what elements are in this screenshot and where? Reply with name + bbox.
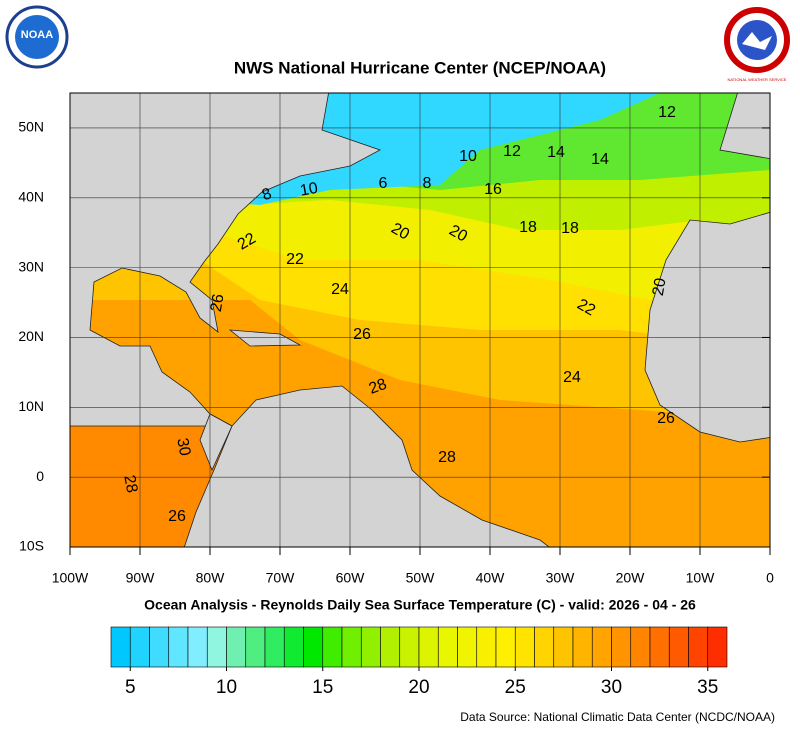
title: NWS National Hurricane Center (NCEP/NOAA… — [234, 58, 606, 77]
colorbar-cell — [514, 626, 535, 668]
contour-label: 8 — [423, 175, 432, 192]
colorbar-cell — [283, 626, 304, 668]
contour-label: 22 — [574, 296, 598, 320]
y-tick-label: 10N — [18, 398, 44, 414]
colorbar-cell — [226, 626, 247, 668]
colorbar-label: 35 — [697, 677, 718, 698]
contour-label: 14 — [591, 151, 609, 168]
colorbar-cell — [418, 626, 439, 668]
y-tick-label: 0 — [36, 468, 44, 484]
y-tick-label: 20N — [18, 328, 44, 344]
contour-label: 16 — [484, 181, 502, 198]
colorbar-cell — [110, 626, 131, 668]
colorbar-label: 25 — [505, 677, 526, 698]
colorbar: 5 10 15 20 25 30 35 — [110, 626, 728, 698]
colorbar-cell — [649, 626, 670, 668]
colorbar-cell — [591, 626, 612, 668]
colorbar-cell — [149, 626, 170, 668]
y-tick-label: 10S — [19, 538, 44, 554]
x-tick-label: 100W — [52, 570, 89, 586]
x-tick-label: 90W — [126, 570, 156, 586]
x-tick-label: 10W — [686, 570, 716, 586]
colorbar-cell — [206, 626, 227, 668]
colorbar-cell — [611, 626, 632, 668]
x-tick-label: 0 — [766, 570, 774, 586]
colorbar-label: 15 — [312, 677, 333, 698]
contour-label: 22 — [235, 230, 259, 254]
contour-label: 10 — [459, 148, 477, 165]
colorbar-cell — [129, 626, 150, 668]
x-tick-label: 40W — [476, 570, 506, 586]
colorbar-cell — [303, 626, 324, 668]
y-tick-label: 40N — [18, 188, 44, 204]
contour-label: 30 — [173, 437, 193, 458]
x-tick-label: 50W — [406, 570, 436, 586]
contour-label: 26 — [208, 293, 228, 314]
colorbar-cell — [360, 626, 381, 668]
colorbar-cell — [553, 626, 574, 668]
colorbar-cell — [668, 626, 689, 668]
contour-label: 14 — [547, 144, 565, 161]
contour-label: 20 — [388, 220, 412, 244]
noaa-logo: NOAA — [5, 5, 69, 69]
x-tick-label: 20W — [616, 570, 646, 586]
contour-label: 6 — [379, 175, 388, 192]
colorbar-cell — [168, 626, 189, 668]
colorbar-cell — [572, 626, 593, 668]
colorbar-cell — [264, 626, 285, 668]
colorbar-label: 30 — [601, 677, 622, 698]
colorbar-label: 20 — [408, 677, 429, 698]
contour-label: 26 — [353, 326, 371, 343]
colorbar-label: 10 — [216, 677, 237, 698]
colorbar-cell — [457, 626, 478, 668]
colorbar-label: 5 — [125, 677, 136, 698]
y-tick-label: 30N — [18, 258, 44, 274]
colorbar-cell — [688, 626, 709, 668]
colorbar-cell — [187, 626, 208, 668]
colorbar-cell — [534, 626, 555, 668]
caption: Ocean Analysis - Reynolds Daily Sea Surf… — [144, 597, 696, 613]
contour-label: 22 — [286, 251, 304, 268]
colorbar-cell — [707, 626, 728, 668]
y-tick-label: 50N — [18, 119, 44, 135]
contour-label: 24 — [563, 369, 581, 386]
contour-label: 28 — [120, 474, 140, 495]
x-tick-label: 80W — [196, 570, 226, 586]
contour-label: 28 — [438, 449, 456, 466]
data-source: Data Source: National Climatic Data Cent… — [460, 710, 775, 724]
contour-label: 20 — [446, 222, 470, 246]
contour-label: 20 — [650, 277, 670, 298]
logo-text: NOAA — [21, 29, 53, 41]
contour-label: 24 — [331, 281, 349, 298]
colorbar-cell — [341, 626, 362, 668]
nws-logo: NATIONAL WEATHER SERVICE — [724, 7, 790, 82]
x-tick-label: 30W — [546, 570, 576, 586]
contour-label: 12 — [503, 143, 521, 160]
contour-label: 18 — [519, 219, 537, 236]
x-tick-label: 60W — [336, 570, 366, 586]
contour-label: 26 — [657, 410, 675, 427]
logo-text: NATIONAL WEATHER SERVICE — [728, 77, 787, 82]
colorbar-cell — [245, 626, 266, 668]
contour-label: 28 — [367, 376, 390, 398]
colorbar-cell — [437, 626, 458, 668]
colorbar-cell — [476, 626, 497, 668]
contour-label: 12 — [658, 104, 676, 121]
x-tick-label: 70W — [266, 570, 296, 586]
colorbar-cell — [399, 626, 420, 668]
colorbar-cell — [630, 626, 651, 668]
colorbar-cell — [495, 626, 516, 668]
contour-label: 18 — [561, 220, 579, 237]
contour-label: 10 — [299, 180, 320, 200]
colorbar-cell — [322, 626, 343, 668]
contour-label: 26 — [168, 508, 186, 525]
colorbar-cell — [380, 626, 401, 668]
